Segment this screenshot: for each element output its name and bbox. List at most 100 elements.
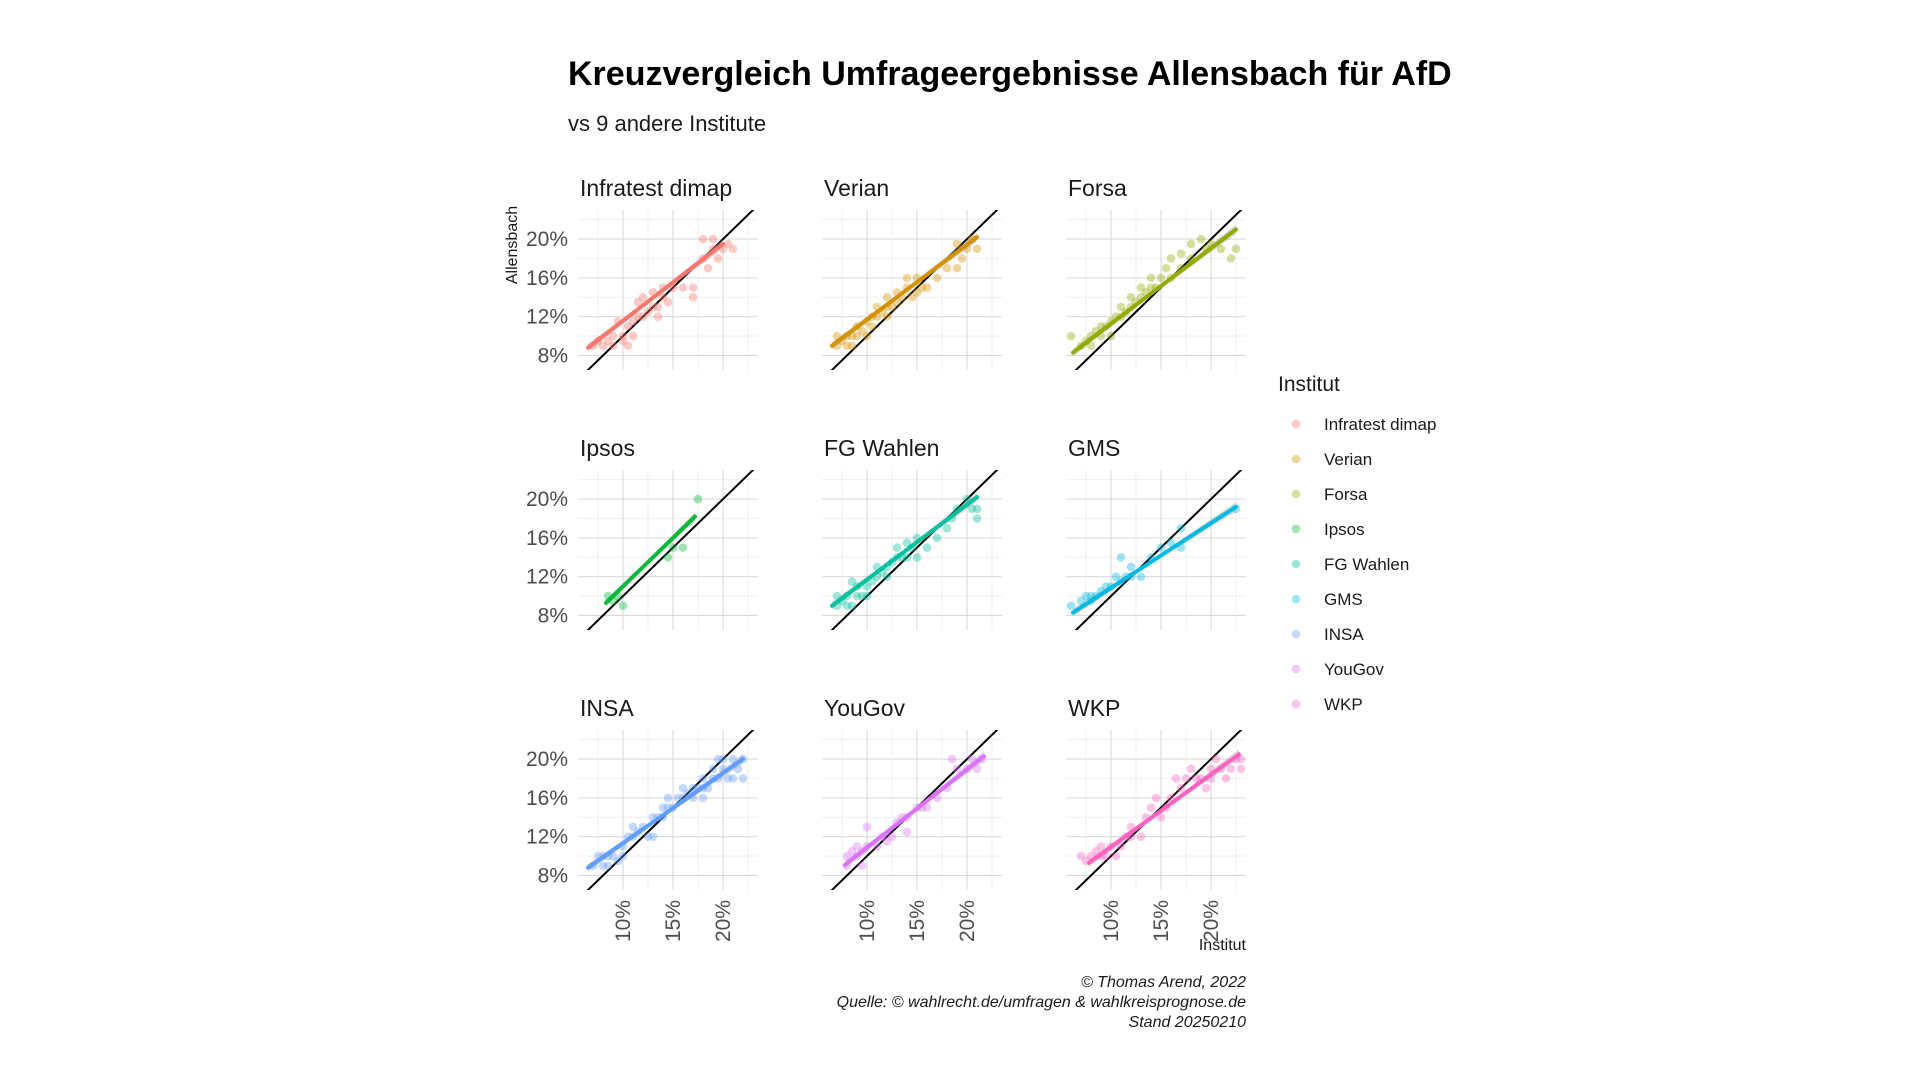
data-point xyxy=(1116,842,1126,851)
panel-title: Ipsos xyxy=(580,435,635,461)
data-point xyxy=(1116,302,1126,312)
data-point xyxy=(912,288,922,297)
data-point xyxy=(902,827,912,837)
data-point xyxy=(1201,783,1211,793)
legend: Institut Infratest dimap Verian Forsa Ipsos F… xyxy=(1278,373,1436,714)
data-point xyxy=(862,582,872,591)
x-axis-title: Institut xyxy=(1199,937,1247,954)
regression-line xyxy=(604,514,697,605)
legend-key xyxy=(1291,489,1301,499)
data-point xyxy=(932,273,942,283)
plot-area xyxy=(1066,470,1243,630)
data-point xyxy=(628,317,638,326)
data-point xyxy=(1111,851,1121,861)
panel-title: YouGov xyxy=(824,695,905,721)
data-point xyxy=(967,754,977,764)
data-point xyxy=(688,292,698,302)
data-point xyxy=(1226,254,1236,263)
reference-line xyxy=(830,210,999,370)
data-point xyxy=(723,774,733,783)
data-point xyxy=(1221,774,1231,783)
data-point xyxy=(882,292,892,302)
legend-label: WKP xyxy=(1324,695,1363,714)
regression-line xyxy=(586,757,745,870)
data-point xyxy=(708,234,718,244)
data-point xyxy=(698,234,708,244)
data-point xyxy=(882,312,892,321)
y-tick-label: 20% xyxy=(526,748,568,771)
reference-line xyxy=(1074,470,1243,630)
data-point xyxy=(1076,596,1086,606)
panel-verian: Verian xyxy=(822,175,1002,370)
data-point xyxy=(1111,572,1121,581)
legend-key xyxy=(1291,594,1301,604)
data-point xyxy=(1216,244,1226,254)
x-tick-label: 10% xyxy=(1100,900,1123,942)
y-tick-label: 16% xyxy=(526,787,568,810)
data-point xyxy=(613,856,623,866)
data-point xyxy=(633,312,643,321)
data-point xyxy=(638,312,648,321)
legend-key xyxy=(1291,454,1301,464)
data-point xyxy=(628,331,638,341)
data-point xyxy=(1081,591,1091,601)
data-point xyxy=(922,803,932,812)
data-point xyxy=(658,803,668,812)
data-point xyxy=(648,302,658,312)
data-point xyxy=(852,842,862,851)
y-tick-label: 8% xyxy=(538,344,568,367)
panel-title: WKP xyxy=(1068,695,1120,721)
panel-insa: INSA 8% 12% 16% 20% 10% 15% 20% xyxy=(526,695,758,942)
data-point xyxy=(733,764,743,774)
legend-key xyxy=(1291,699,1301,709)
reference-line xyxy=(586,210,755,370)
legend-item-infratest-dimap: Infratest dimap xyxy=(1291,415,1436,434)
data-point xyxy=(1096,842,1106,851)
data-point xyxy=(952,263,962,273)
data-point xyxy=(643,832,653,841)
data-point xyxy=(653,302,663,312)
data-point xyxy=(603,861,613,871)
data-point xyxy=(842,341,852,351)
data-point xyxy=(942,523,952,533)
data-point xyxy=(698,793,708,803)
data-point xyxy=(1211,754,1221,764)
data-point xyxy=(713,754,723,764)
x-tick-label: 20% xyxy=(1200,900,1223,942)
y-tick-label: 12% xyxy=(526,306,568,329)
data-point xyxy=(698,774,708,783)
data-point xyxy=(598,341,608,351)
data-point xyxy=(1171,774,1181,783)
data-point xyxy=(723,239,733,249)
chart-title: Kreuzvergleich Umfrageergebnisse Allensb… xyxy=(568,55,1452,93)
legend-key xyxy=(1291,664,1301,674)
data-point xyxy=(618,336,628,346)
reference-line xyxy=(1074,730,1243,890)
data-point xyxy=(852,331,862,341)
data-point xyxy=(618,601,628,611)
data-point xyxy=(847,577,857,586)
data-point xyxy=(1161,263,1171,273)
data-point xyxy=(1156,273,1166,283)
data-point xyxy=(1196,234,1206,244)
data-point xyxy=(952,764,962,774)
data-point xyxy=(1066,601,1076,611)
data-point xyxy=(1126,292,1136,302)
panel-title: GMS xyxy=(1068,435,1120,461)
regression-line xyxy=(1071,504,1238,615)
data-point xyxy=(972,244,982,254)
data-point xyxy=(882,572,892,581)
regression-line xyxy=(843,754,986,867)
data-point xyxy=(902,273,912,283)
data-point xyxy=(598,861,608,871)
data-point xyxy=(1231,244,1241,254)
legend-item-yougov: YouGov xyxy=(1291,660,1384,679)
data-point xyxy=(693,494,703,504)
plot-area xyxy=(586,470,755,630)
y-tick-label: 8% xyxy=(538,604,568,627)
data-point xyxy=(887,832,897,841)
data-point xyxy=(857,861,867,871)
data-point xyxy=(842,601,852,611)
regression-line xyxy=(586,241,725,350)
